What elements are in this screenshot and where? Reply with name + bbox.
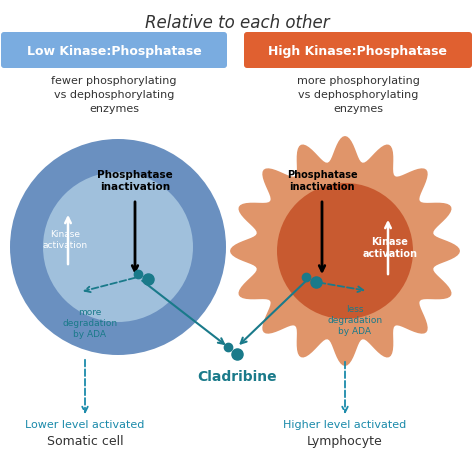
Text: fewer phosphorylating
vs dephosphorylating
enzymes: fewer phosphorylating vs dephosphorylati… xyxy=(51,76,177,114)
Text: Higher level activated: Higher level activated xyxy=(283,419,407,429)
Text: Kinase
activation: Kinase activation xyxy=(363,236,418,259)
FancyBboxPatch shape xyxy=(244,33,472,69)
Text: more phosphorylating
vs dephosphorylating
enzymes: more phosphorylating vs dephosphorylatin… xyxy=(297,76,419,114)
Circle shape xyxy=(10,140,226,355)
Text: Cladribine: Cladribine xyxy=(197,369,277,383)
Circle shape xyxy=(277,184,413,319)
Text: less
degradation
by ADA: less degradation by ADA xyxy=(328,304,383,336)
Text: High Kinase:Phosphatase: High Kinase:Phosphatase xyxy=(268,44,447,57)
Text: Low Kinase:Phosphatase: Low Kinase:Phosphatase xyxy=(27,44,201,57)
Text: more
degradation
by ADA: more degradation by ADA xyxy=(63,307,118,338)
FancyBboxPatch shape xyxy=(1,33,227,69)
Text: Phosphatase
inactivation: Phosphatase inactivation xyxy=(97,169,173,192)
Text: Lymphocyte: Lymphocyte xyxy=(307,434,383,447)
Polygon shape xyxy=(230,137,460,366)
Text: Somatic cell: Somatic cell xyxy=(46,434,123,447)
Text: Kinase
activation: Kinase activation xyxy=(43,230,88,250)
Circle shape xyxy=(43,173,193,322)
Text: Lower level activated: Lower level activated xyxy=(25,419,145,429)
Text: Relative to each other: Relative to each other xyxy=(145,14,329,32)
Text: Phosphatase
inactivation: Phosphatase inactivation xyxy=(287,169,357,192)
